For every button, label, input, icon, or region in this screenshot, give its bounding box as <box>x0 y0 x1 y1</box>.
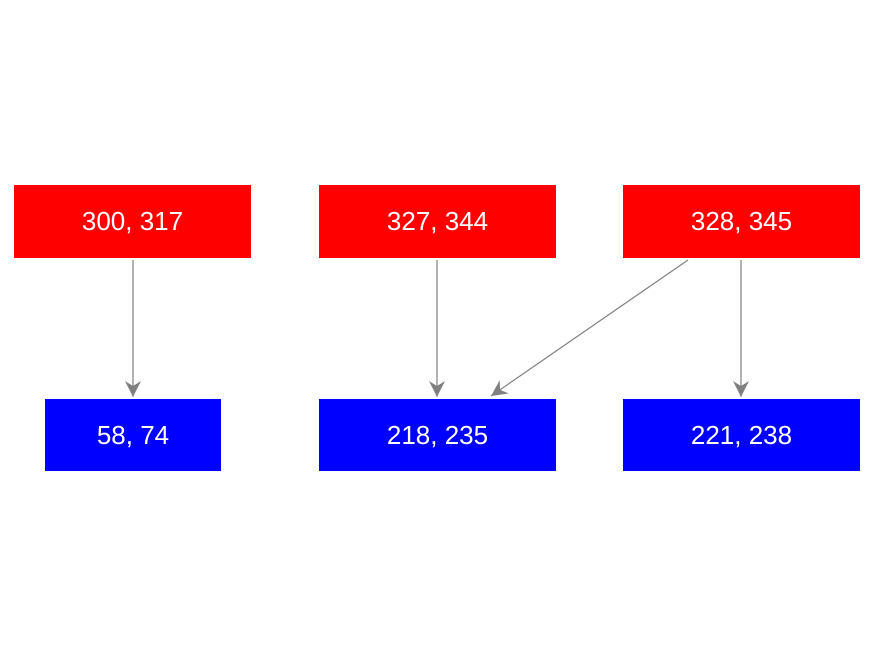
node: 327, 344 <box>319 185 556 258</box>
node: 328, 345 <box>623 185 860 258</box>
node-label: 218, 235 <box>387 420 488 450</box>
node: 218, 235 <box>319 399 556 471</box>
node-box <box>45 399 221 471</box>
node-label: 327, 344 <box>387 206 488 236</box>
node: 300, 317 <box>14 185 251 258</box>
node: 58, 74 <box>45 399 221 471</box>
node-box <box>623 399 860 471</box>
node: 221, 238 <box>623 399 860 471</box>
node-label: 300, 317 <box>82 206 183 236</box>
node-box <box>14 185 251 258</box>
node-label: 58, 74 <box>97 420 169 450</box>
node-label: 221, 238 <box>691 420 792 450</box>
node-box <box>319 399 556 471</box>
edge <box>490 259 689 397</box>
node-box <box>319 185 556 258</box>
node-box <box>623 185 860 258</box>
node-label: 328, 345 <box>691 206 792 236</box>
